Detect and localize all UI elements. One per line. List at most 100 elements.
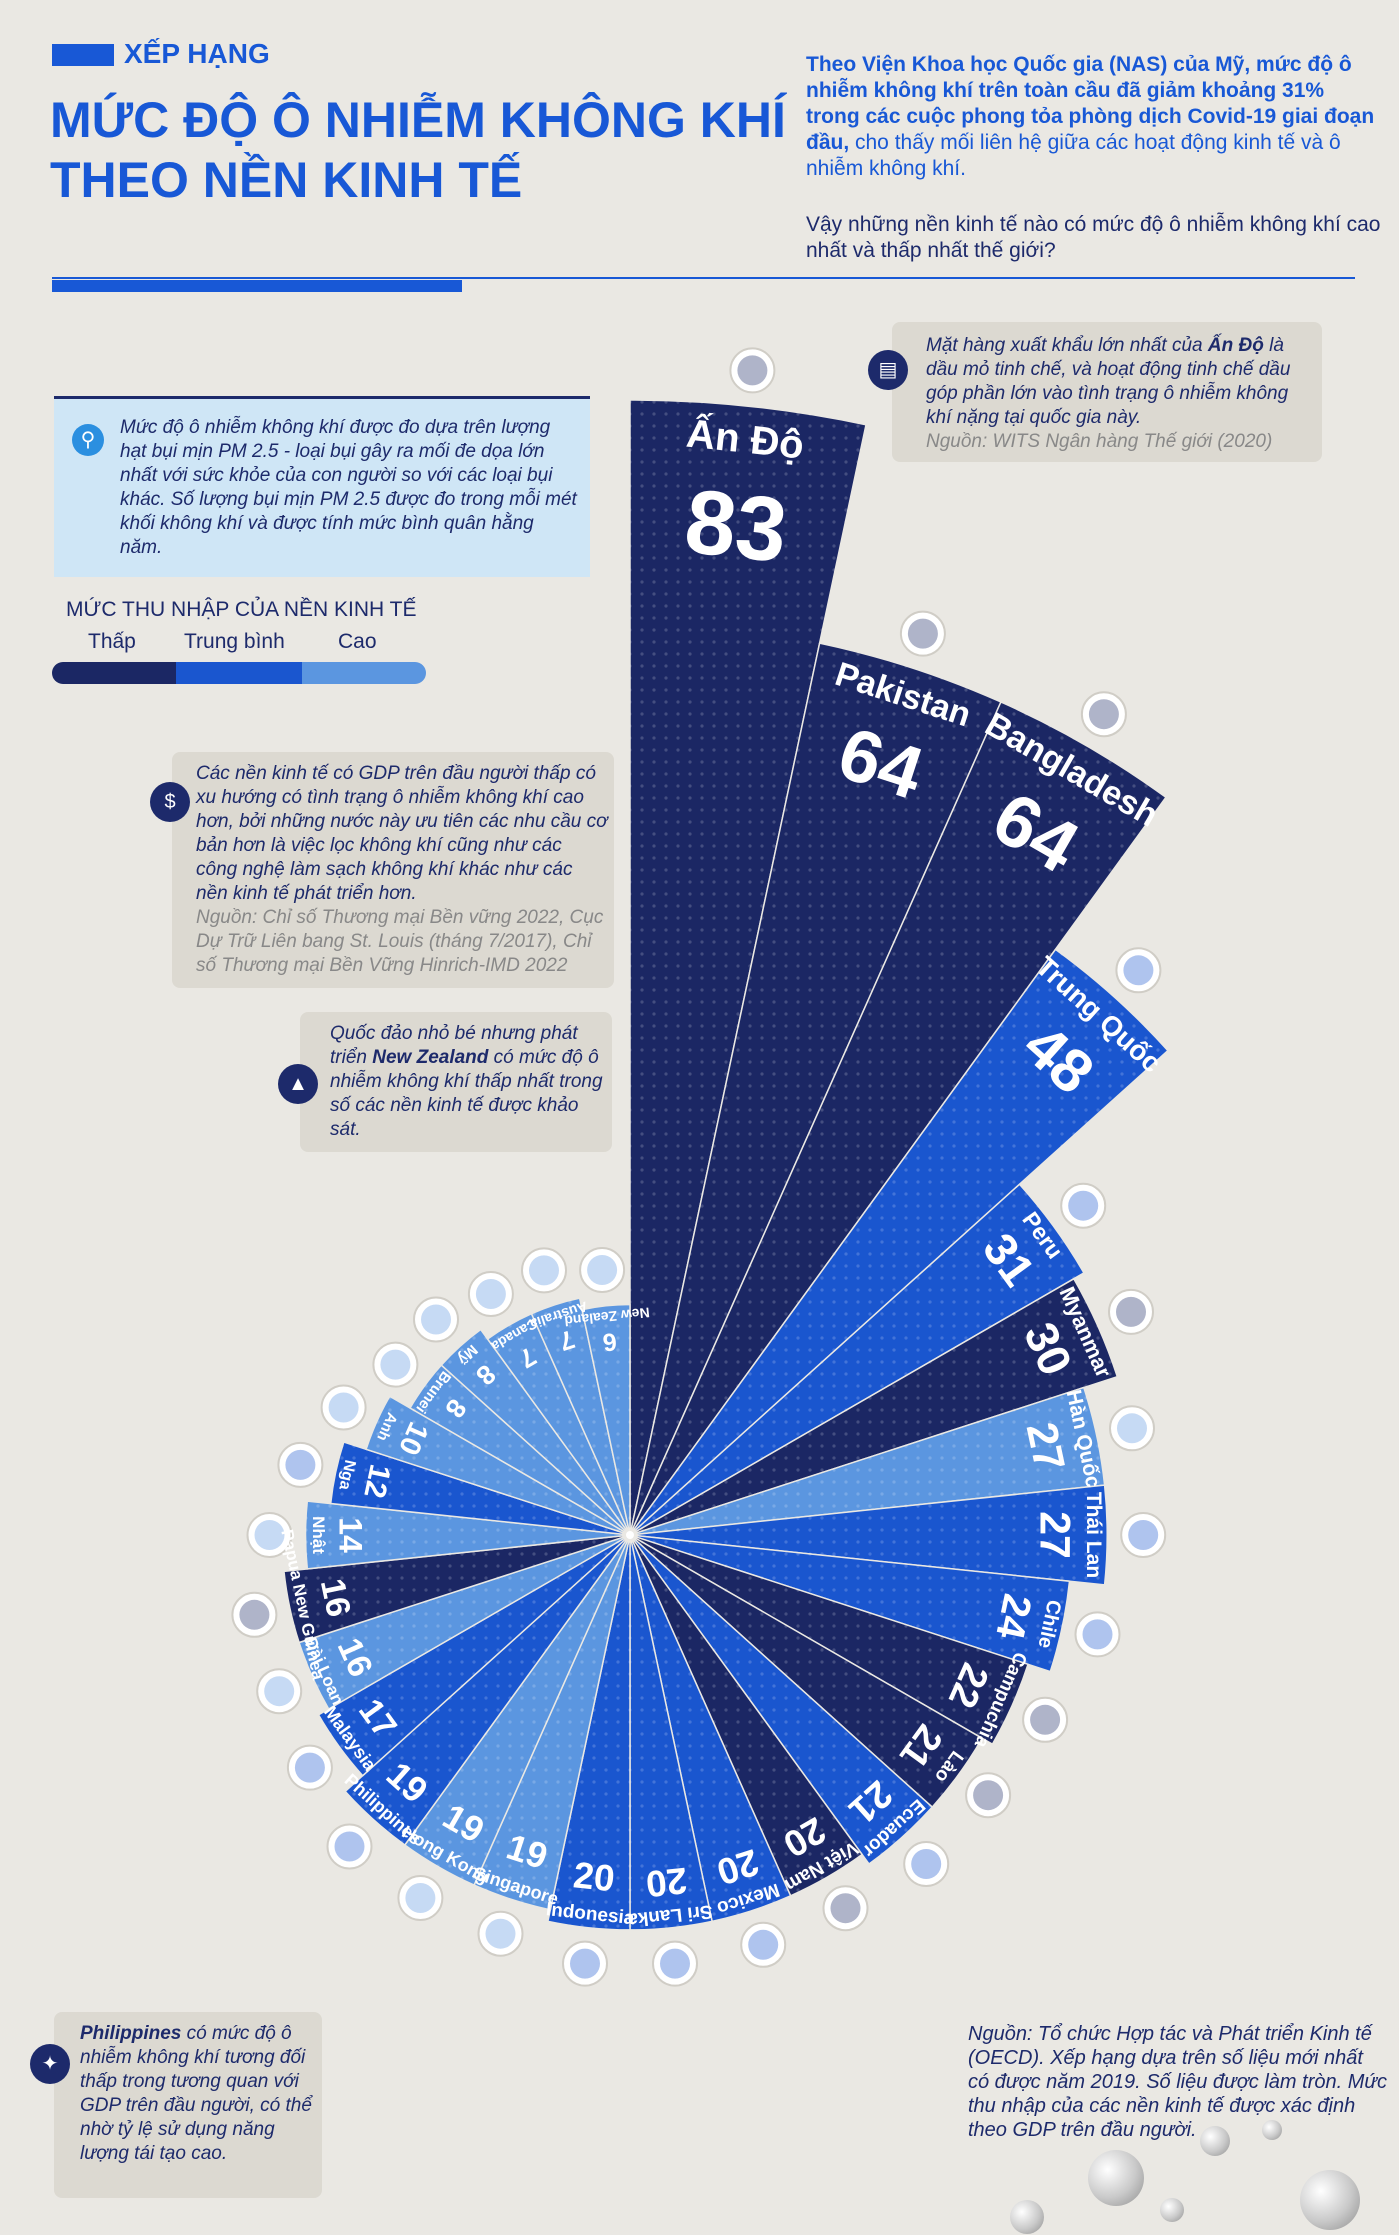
note-india-pre: Mặt hàng xuất khẩu lớn nhất của	[926, 335, 1208, 356]
usa-flag-icon	[413, 1296, 459, 1343]
value-label-thai-lan: 27	[1030, 1511, 1078, 1559]
india-flag-icon	[729, 347, 776, 394]
indonesia-flag-icon	[562, 1940, 608, 1987]
bar-texture-lao	[630, 1535, 983, 1808]
note-nz-pre: Quốc đảo nhỏ bé nhưng phát triển	[330, 1023, 578, 1068]
value-label-nhat: 14	[333, 1517, 369, 1553]
note-india-bold: Ấn Độ	[1207, 335, 1264, 356]
note-india: Mặt hàng xuất khẩu lớn nhất của Ấn Độ là…	[892, 322, 1322, 462]
bar-texture-campuchia	[630, 1535, 1028, 1745]
value-label-chile: 24	[987, 1590, 1039, 1643]
brunei-flag-icon	[372, 1341, 419, 1388]
note-nz-bold: New Zealand	[372, 1047, 489, 1068]
globe-dollar-icon: $	[150, 782, 190, 822]
decorative-sphere	[1262, 2120, 1282, 2140]
newzealand-flag-icon	[579, 1247, 626, 1293]
japan-flag-icon	[246, 1512, 293, 1558]
bar-texture-australia	[531, 1298, 630, 1535]
note-india-source: Nguồn: WITS Ngân hàng Thế giới (2020)	[926, 431, 1273, 452]
ecuador-flag-icon	[903, 1841, 950, 1887]
note-gdp: Các nền kinh tế có GDP trên đầu người th…	[172, 752, 614, 988]
bar-texture-myanmar	[630, 1278, 1118, 1535]
bar-texture-new-zealand	[582, 1304, 630, 1535]
page-title: MỨC ĐỘ Ô NHIỄM KHÔNG KHÍ THEO NỀN KINH T…	[50, 90, 810, 210]
note-philippines: Philippines có mức độ ô nhiễm không khí …	[54, 2012, 322, 2198]
bar-texture-nhat	[305, 1501, 630, 1569]
bar-texture-mexico	[630, 1535, 791, 1922]
bar-texture-dai-loan	[299, 1535, 630, 1709]
russia-flag-icon	[277, 1441, 324, 1488]
laos-flag-icon	[965, 1772, 1012, 1819]
legend-title: MỨC THU NHẬP CỦA NỀN KINH TẾ	[66, 598, 417, 621]
bar-texture-brunei	[410, 1365, 630, 1535]
bar-texture-an-do	[630, 400, 866, 1535]
bar-texture-trung-quoc	[630, 949, 1168, 1535]
legend-swatch-mid	[176, 662, 302, 684]
bar-texture-nga	[330, 1442, 630, 1535]
china-flag-icon	[1115, 947, 1162, 994]
legend-label-low: Thấp	[88, 630, 136, 653]
bar-texture-my	[441, 1329, 630, 1535]
intro-rest: cho thấy mối liên hệ giữa các hoạt động …	[806, 131, 1341, 180]
bar-texture-han-quoc	[630, 1387, 1105, 1535]
note-newzealand: Quốc đảo nhỏ bé nhưng phát triển New Zea…	[300, 1012, 612, 1152]
note-gdp-source: Nguồn: Chỉ số Thương mại Bền vững 2022, …	[196, 907, 604, 976]
chart-center	[626, 1531, 634, 1539]
bar-texture-pakistan	[630, 643, 1001, 1535]
note-gdp-text: Các nền kinh tế có GDP trên đầu người th…	[196, 763, 608, 904]
value-label-sri-lanka: 20	[644, 1860, 689, 1905]
title-line-2: THEO NỀN KINH TẾ	[50, 152, 523, 208]
cambodia-flag-icon	[1022, 1696, 1069, 1743]
vietnam-flag-icon	[822, 1885, 869, 1932]
decorative-sphere	[1160, 2198, 1184, 2222]
legend-bar	[52, 662, 426, 684]
taiwan-flag-icon	[256, 1668, 303, 1715]
singapore-flag-icon	[477, 1910, 524, 1957]
bar-texture-peru	[630, 1184, 1084, 1535]
note-nz-post: có mức độ ô nhiễm không khí thấp nhất tr…	[330, 1047, 603, 1140]
value-label-an-do: 83	[680, 471, 791, 582]
thailand-flag-icon	[1120, 1512, 1167, 1558]
category-label-nga: Nga	[335, 1458, 358, 1491]
bar-texture-papua-new-guinea	[284, 1535, 630, 1643]
category-label-nhat: Nhật	[309, 1516, 328, 1554]
bar-texture-malaysia	[318, 1535, 630, 1776]
magnifier-icon: ⚲	[72, 424, 104, 456]
pakistan-flag-icon	[899, 610, 946, 657]
value-label-new-zealand: 6	[601, 1327, 618, 1356]
legend-label-mid: Trung bình	[184, 630, 285, 653]
peru-flag-icon	[1060, 1182, 1107, 1229]
tree-icon: ▲	[278, 1064, 318, 1104]
bar-texture-ecuador	[630, 1535, 933, 1864]
uk-flag-icon	[320, 1384, 367, 1431]
decorative-sphere	[1088, 2150, 1144, 2206]
png-flag-icon	[231, 1591, 278, 1638]
legend-swatch-high	[302, 662, 426, 684]
category-label-thai-lan: Thái Lan	[1082, 1492, 1105, 1578]
bar-texture-viet-nam	[630, 1535, 863, 1896]
chile-flag-icon	[1074, 1611, 1121, 1658]
value-label-nga: 12	[357, 1461, 396, 1501]
value-label-papua-new-guinea: 16	[313, 1575, 358, 1620]
value-label-han-quoc: 27	[1017, 1418, 1074, 1475]
note-ph-bold: Philippines	[80, 2023, 182, 2044]
header-rule-accent	[52, 280, 462, 292]
bar-texture-hong-kong	[404, 1535, 630, 1886]
bar-texture-philippines	[345, 1535, 630, 1845]
canada-flag-icon	[467, 1271, 514, 1317]
korea-flag-icon	[1109, 1405, 1155, 1452]
note-ph-post: có mức độ ô nhiễm không khí tương đối th…	[80, 2023, 312, 2164]
legend-label-high: Cao	[338, 630, 377, 653]
source-note: Nguồn: Tổ chức Hợp tác và Phát triển Kin…	[968, 2023, 1388, 2141]
tag-bar	[52, 44, 114, 66]
intro-question: Vậy những nền kinh tế nào có mức độ ô nh…	[806, 213, 1381, 262]
philippines-flag-icon	[326, 1823, 373, 1870]
header-rule	[52, 277, 1355, 279]
bar-texture-sri-lanka	[630, 1535, 713, 1930]
hongkong-flag-icon	[397, 1875, 444, 1921]
bar-texture-anh	[366, 1396, 630, 1535]
bar-texture-thai-lan	[630, 1485, 1108, 1585]
info-box	[54, 396, 590, 577]
srilanka-flag-icon	[652, 1940, 698, 1987]
renewable-icon: ✦	[30, 2044, 70, 2084]
